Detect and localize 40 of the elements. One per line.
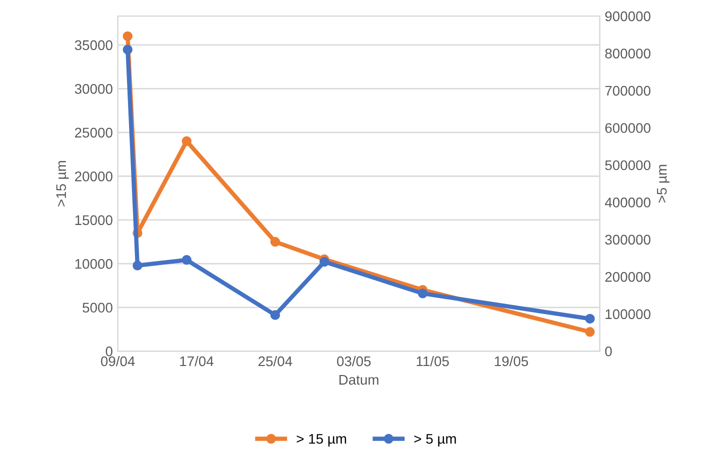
- y2-tick-label: 600000: [605, 123, 650, 133]
- y2-tick-label: 0: [605, 346, 612, 356]
- y2-tick-label: 200000: [605, 272, 650, 282]
- point: [270, 310, 280, 320]
- y-tick-label: 15000: [75, 215, 112, 226]
- y2-axis-title: >5 µm: [657, 164, 670, 203]
- y2-tick-label: 100000: [606, 309, 650, 320]
- legend-label: > 15 µm: [296, 434, 346, 446]
- y-tick-label: 20000: [75, 172, 112, 182]
- y-axis-title: >15 µm: [56, 161, 69, 206]
- y-tick-label: 5000: [82, 302, 112, 313]
- x-axis-title: Datum: [339, 375, 378, 385]
- point: [418, 288, 428, 298]
- x-tick-label: 09/04: [100, 356, 135, 366]
- point: [122, 31, 133, 42]
- point: [585, 327, 595, 337]
- y2-tick-label: 700000: [605, 86, 650, 96]
- x-tick-label: 25/04: [258, 356, 292, 366]
- y2-tick-label: 800000: [605, 48, 650, 58]
- y2-tick-label: 500000: [605, 160, 650, 170]
- x-tick-label: 17/04: [180, 356, 214, 366]
- x-tick-label: 19/05: [494, 356, 528, 366]
- x-tick-label: 03/05: [337, 356, 371, 366]
- point: [122, 44, 133, 54]
- y-tick-label: 30000: [74, 84, 112, 94]
- y2-tick-label: 400000: [604, 198, 650, 208]
- y-tick-label: 10000: [75, 258, 112, 269]
- point: [132, 260, 142, 270]
- y-tick-label: 35000: [74, 40, 112, 50]
- x-tick-label: 11/05: [416, 356, 449, 366]
- point: [270, 236, 280, 247]
- y2-tick-label: 300000: [605, 234, 650, 245]
- y-tick-label: 0: [106, 346, 112, 356]
- y-tick-label: 25000: [75, 128, 112, 138]
- legend-label: > 5 µm: [414, 434, 456, 446]
- point: [585, 314, 595, 324]
- point: [320, 256, 330, 267]
- y2-tick-label: 900000: [605, 11, 650, 22]
- point: [182, 136, 192, 146]
- point: [182, 255, 192, 265]
